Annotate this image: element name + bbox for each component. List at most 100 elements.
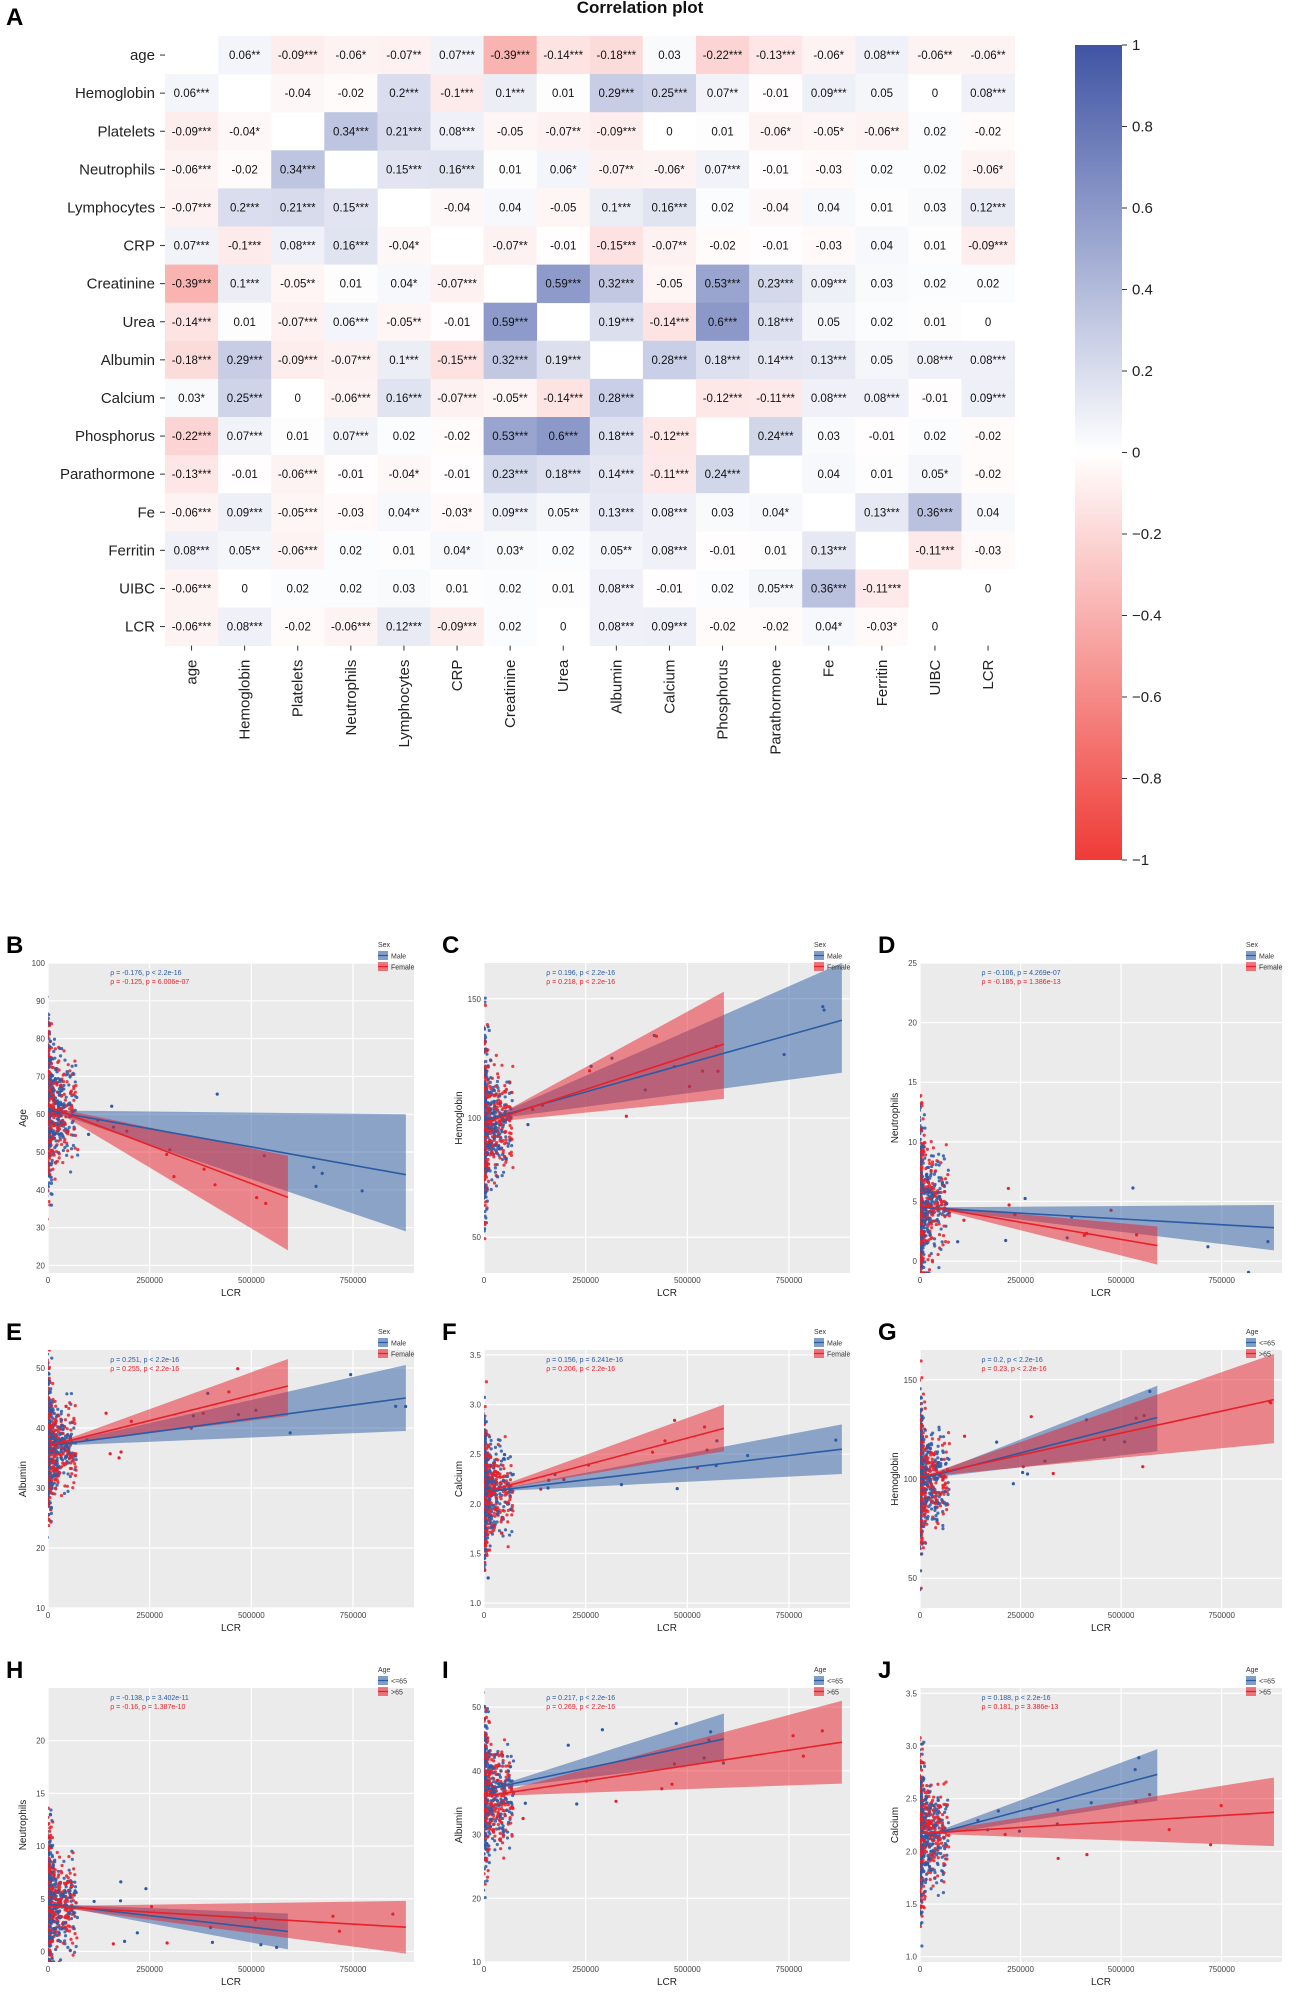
- heatmap-col-label: Fe: [821, 660, 838, 678]
- scatter-point: [55, 1101, 58, 1104]
- scatter-point: [924, 1491, 927, 1494]
- scatter-point: [927, 1224, 930, 1227]
- heatmap-cell-label: 0.18***: [598, 431, 634, 443]
- scatter-point: [69, 1475, 72, 1478]
- x-axis-label: LCR: [657, 1623, 677, 1634]
- scatter-point: [486, 1451, 489, 1454]
- scatter-point: [484, 1405, 487, 1408]
- scatter-point: [45, 1066, 48, 1069]
- heatmap-cell-label: 0.59***: [545, 279, 581, 291]
- scatter-point: [937, 1191, 940, 1194]
- scatter-point: [54, 1400, 57, 1403]
- heatmap-cell-label: 0.16***: [439, 164, 475, 176]
- scatter-point: [51, 1086, 54, 1089]
- scatter-point: [944, 1463, 947, 1466]
- scatter-point: [482, 1473, 485, 1476]
- scatter-point: [922, 1546, 925, 1549]
- scatter-point: [1206, 1245, 1209, 1248]
- scatter-point: [48, 1045, 51, 1048]
- heatmap-cell-label: 0.03: [818, 431, 840, 443]
- x-tick-label: 500000: [238, 1276, 265, 1285]
- heatmap-cell-label: -0.06***: [172, 507, 212, 519]
- scatter-point: [72, 1144, 75, 1147]
- scatter-point: [68, 1401, 71, 1404]
- scatter-point: [489, 1058, 492, 1061]
- heatmap-cell-label: -0.18***: [597, 50, 637, 62]
- scatter-point: [71, 1073, 74, 1076]
- scatter-point: [483, 1086, 486, 1089]
- heatmap-cell-label: 0.04*: [444, 545, 471, 557]
- scatter-point: [496, 1175, 499, 1178]
- heatmap-row-label: Creatinine: [87, 276, 155, 293]
- scatter-point: [48, 1487, 51, 1490]
- heatmap-cell-label: 0.1***: [495, 88, 525, 100]
- scatter-point: [65, 1461, 68, 1464]
- heatmap-cell-label: 0.02: [287, 583, 309, 595]
- heatmap-cell-label: 0.12***: [386, 622, 422, 634]
- heatmap-cell-label: 0.02: [711, 202, 733, 214]
- scatter-point: [50, 1163, 53, 1166]
- scatter-point: [484, 1441, 487, 1444]
- scatter-point: [935, 1163, 938, 1166]
- heatmap-cell-label: 0.02: [552, 545, 574, 557]
- scatter-point: [919, 1387, 922, 1390]
- scatter-point: [498, 1156, 501, 1159]
- heatmap-cell-label: -0.06***: [278, 469, 318, 481]
- scatter-point: [934, 1505, 937, 1508]
- scatter-point: [501, 1516, 504, 1519]
- heatmap-cell-label: -0.04*: [389, 469, 420, 481]
- heatmap-cell-label: 0.03: [658, 50, 680, 62]
- scatter-point: [922, 1232, 925, 1235]
- scatter-point: [45, 1011, 48, 1014]
- heatmap-cell-label: 0.01: [233, 317, 255, 329]
- scatter-point: [1247, 1271, 1250, 1274]
- y-tick-label: 30: [36, 1224, 45, 1233]
- scatter-point: [484, 1548, 487, 1551]
- scatter-point: [484, 1195, 487, 1198]
- scatter-point: [948, 1214, 951, 1217]
- scatter-point: [68, 1103, 71, 1106]
- scatter-point: [72, 1087, 75, 1090]
- heatmap-cell-label: -0.01: [763, 164, 789, 176]
- legend-label: Male: [391, 1341, 406, 1348]
- scatter-point: [46, 1515, 49, 1518]
- scatter-point: [484, 1540, 487, 1543]
- heatmap-cell-label: -0.39***: [490, 50, 530, 62]
- scatter-point: [493, 1512, 496, 1515]
- heatmap-col-label: Hemoglobin: [237, 660, 254, 740]
- scatter-point: [926, 1515, 929, 1518]
- correlation-stats: ρ = 0.206, p < 2.2e-16: [546, 1366, 615, 1373]
- y-tick-label: 100: [904, 1475, 918, 1484]
- heatmap-cell-label: -0.05: [497, 126, 523, 138]
- scatter-point: [58, 1080, 61, 1083]
- colorbar-tick-label: −0.6: [1132, 689, 1162, 706]
- scatter-point: [936, 1522, 939, 1525]
- heatmap-cell-label: -0.06***: [331, 393, 371, 405]
- heatmap-colorbar: 10.80.60.40.20−0.2−0.4−0.6−0.8−1: [1075, 37, 1162, 869]
- heatmap-cell-label: 0.25***: [652, 88, 688, 100]
- scatter-point: [69, 1467, 72, 1470]
- scatter-point: [48, 1088, 51, 1091]
- scatter-point: [1131, 1186, 1134, 1189]
- heatmap-cell-label: 0: [560, 622, 566, 634]
- scatter-point: [58, 1136, 61, 1139]
- heatmap-cell-label: 0.07***: [227, 431, 263, 443]
- legend-title: Sex: [1246, 942, 1259, 949]
- scatter-point: [492, 1088, 495, 1091]
- heatmap-cell-label: -0.06*: [760, 126, 791, 138]
- scatter-point: [956, 1240, 959, 1243]
- scatter-point: [74, 1469, 77, 1472]
- scatter-point: [930, 1172, 933, 1175]
- scatter-point: [53, 1082, 56, 1085]
- x-tick-label: 750000: [1208, 1276, 1235, 1285]
- heatmap-cell-label: 0.05*: [922, 469, 949, 481]
- scatter-point: [488, 1029, 491, 1032]
- x-tick-label: 500000: [674, 1276, 701, 1285]
- scatter-point: [74, 1147, 77, 1150]
- scatter-point: [491, 1533, 494, 1536]
- heatmap-cell-label: 0.18***: [758, 317, 794, 329]
- scatter-point: [51, 1103, 54, 1106]
- heatmap-cell-label: -0.03*: [867, 622, 898, 634]
- scatter-point: [57, 1151, 60, 1154]
- scatter-point: [1068, 1274, 1071, 1277]
